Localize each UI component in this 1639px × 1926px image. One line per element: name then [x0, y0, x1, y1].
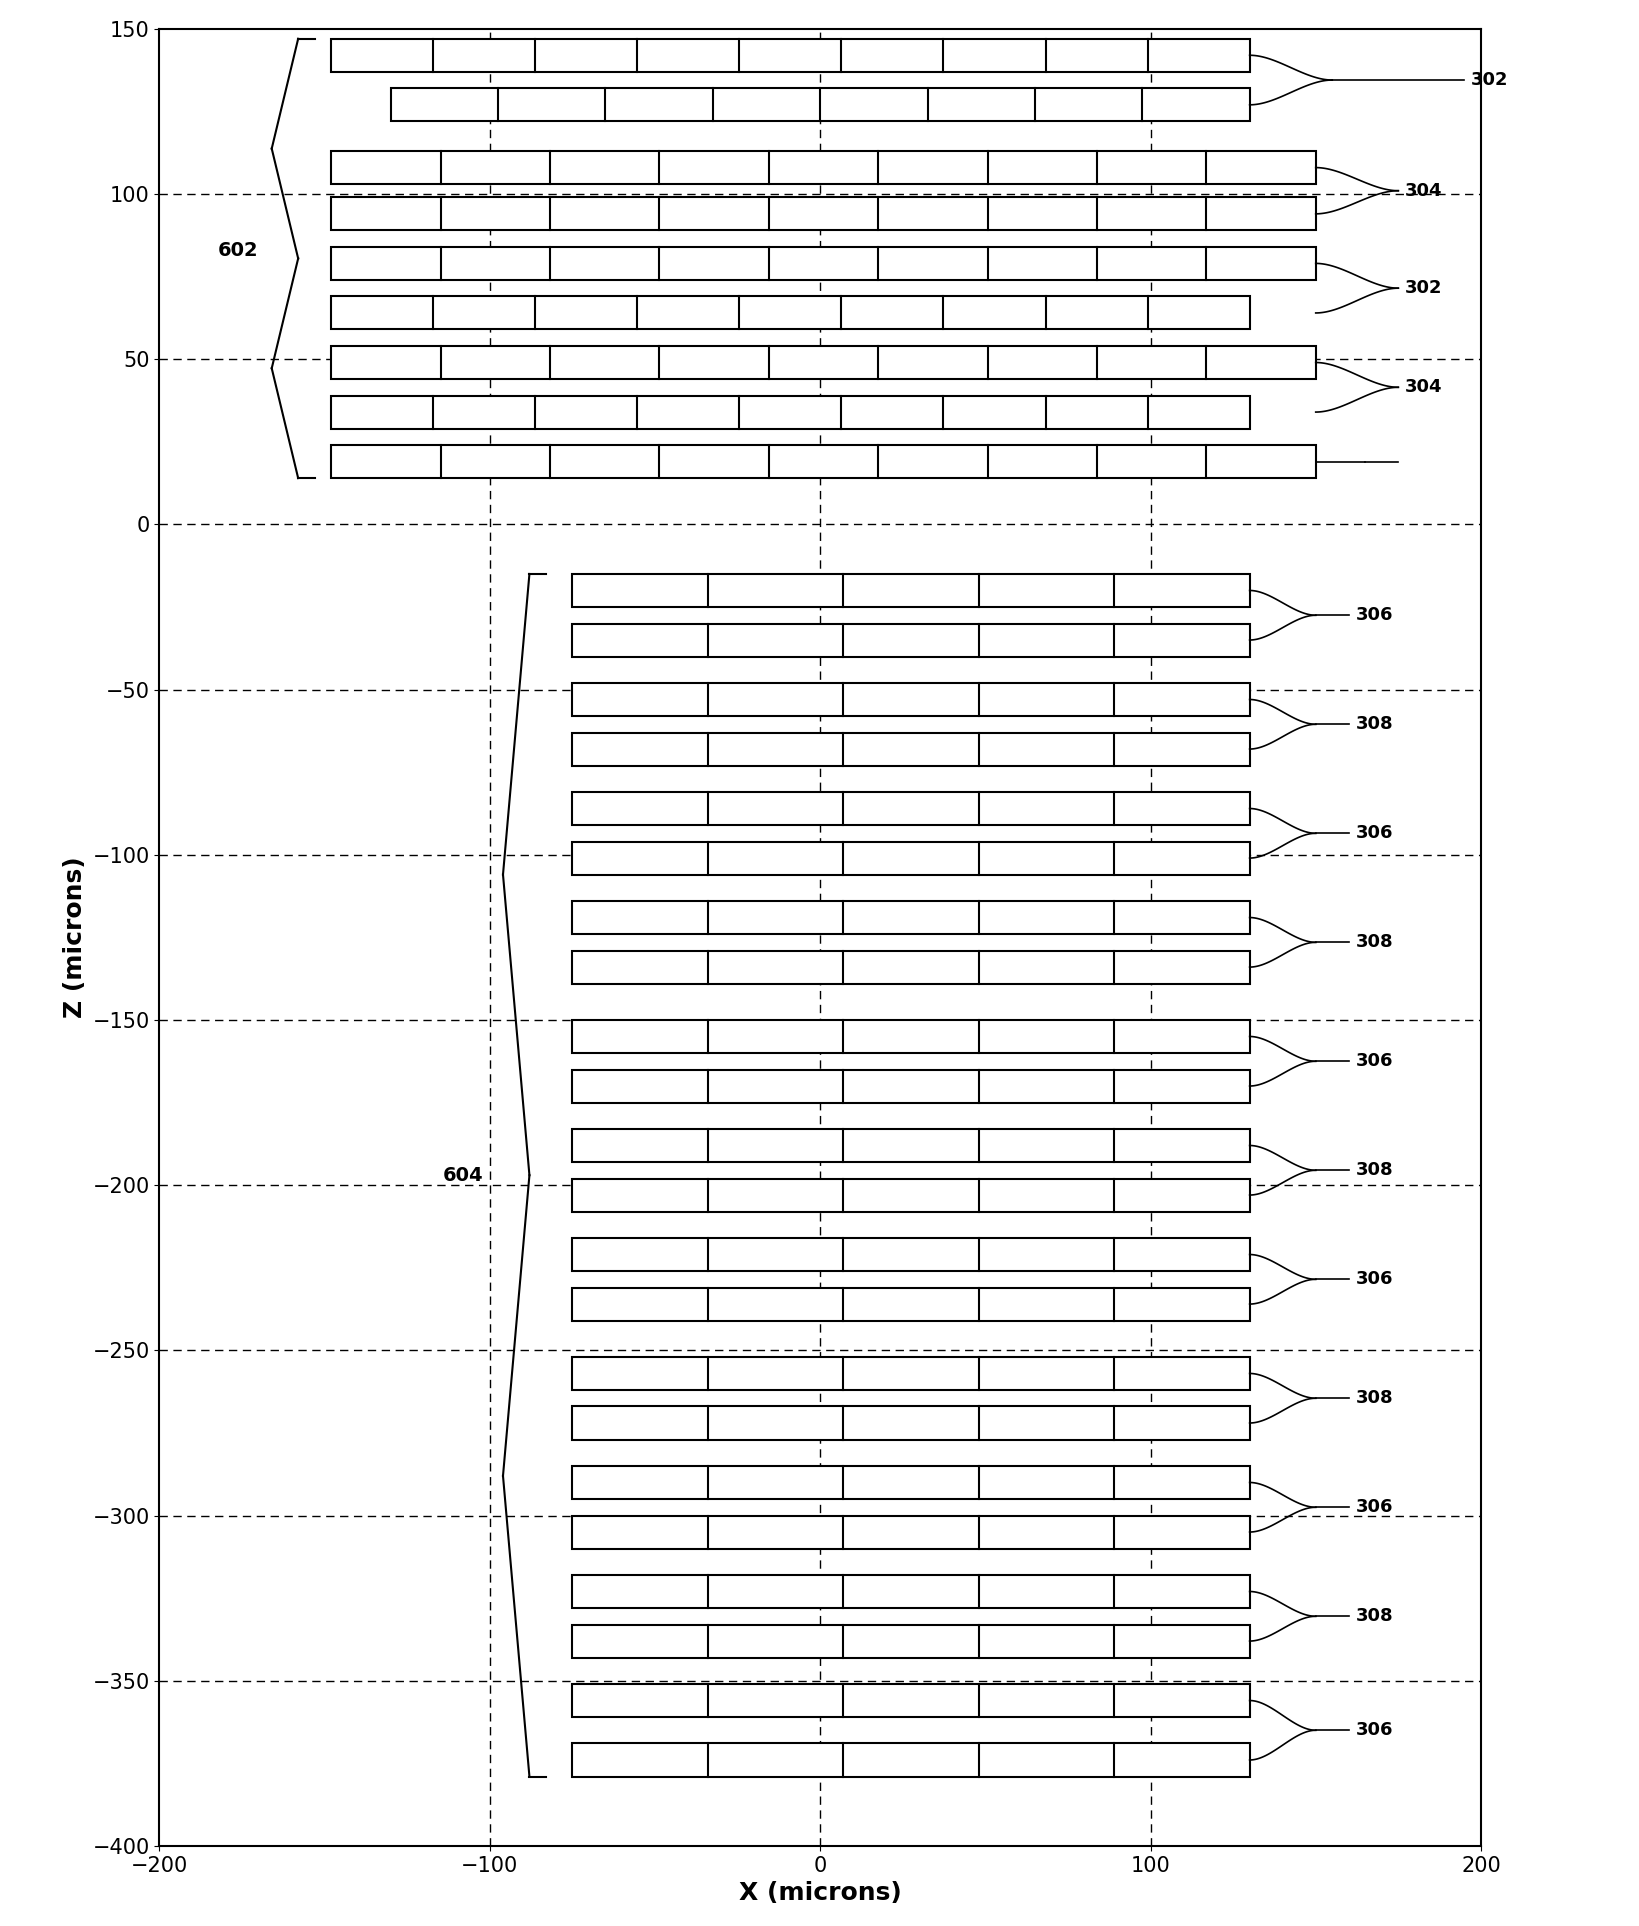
Text: 306: 306	[1354, 1052, 1392, 1071]
Bar	[572, 1466, 1249, 1498]
Bar	[572, 1021, 1249, 1054]
Text: 304: 304	[1405, 181, 1442, 200]
Bar	[572, 951, 1249, 984]
Bar	[572, 1743, 1249, 1776]
Bar	[331, 347, 1314, 379]
Text: 304: 304	[1405, 377, 1442, 397]
Bar	[572, 792, 1249, 824]
Bar	[572, 1129, 1249, 1161]
Bar	[572, 1575, 1249, 1608]
Bar	[331, 150, 1314, 185]
Text: 306: 306	[1354, 1722, 1392, 1739]
Text: 602: 602	[218, 241, 259, 260]
Bar	[331, 395, 1249, 429]
Text: 308: 308	[1354, 1608, 1392, 1626]
Bar	[572, 1238, 1249, 1271]
Text: 308: 308	[1354, 1161, 1392, 1179]
Bar	[572, 1406, 1249, 1439]
Bar	[390, 89, 1249, 121]
Bar	[572, 842, 1249, 874]
Bar	[572, 1624, 1249, 1658]
Text: 306: 306	[1354, 1498, 1392, 1516]
Bar	[572, 1683, 1249, 1718]
Text: 302: 302	[1405, 279, 1442, 297]
Bar	[572, 624, 1249, 657]
Bar	[572, 1069, 1249, 1102]
Bar	[572, 1179, 1249, 1211]
Bar	[331, 196, 1314, 231]
Y-axis label: Z (microns): Z (microns)	[62, 857, 87, 1019]
Text: 306: 306	[1354, 1271, 1392, 1288]
Bar	[331, 247, 1314, 279]
Bar	[572, 732, 1249, 765]
Text: 604: 604	[443, 1165, 484, 1184]
Text: 302: 302	[1470, 71, 1508, 89]
Bar	[331, 297, 1249, 329]
X-axis label: X (microns): X (microns)	[738, 1882, 901, 1905]
Bar	[572, 1516, 1249, 1549]
Text: 306: 306	[1354, 824, 1392, 842]
Bar	[572, 574, 1249, 607]
Bar	[572, 684, 1249, 716]
Text: 306: 306	[1354, 607, 1392, 624]
Bar	[331, 445, 1314, 478]
Text: 308: 308	[1354, 715, 1392, 734]
Bar	[572, 1288, 1249, 1321]
Text: 308: 308	[1354, 934, 1392, 951]
Bar	[572, 1358, 1249, 1391]
Text: 308: 308	[1354, 1389, 1392, 1408]
Bar	[331, 39, 1249, 71]
Bar	[572, 901, 1249, 934]
